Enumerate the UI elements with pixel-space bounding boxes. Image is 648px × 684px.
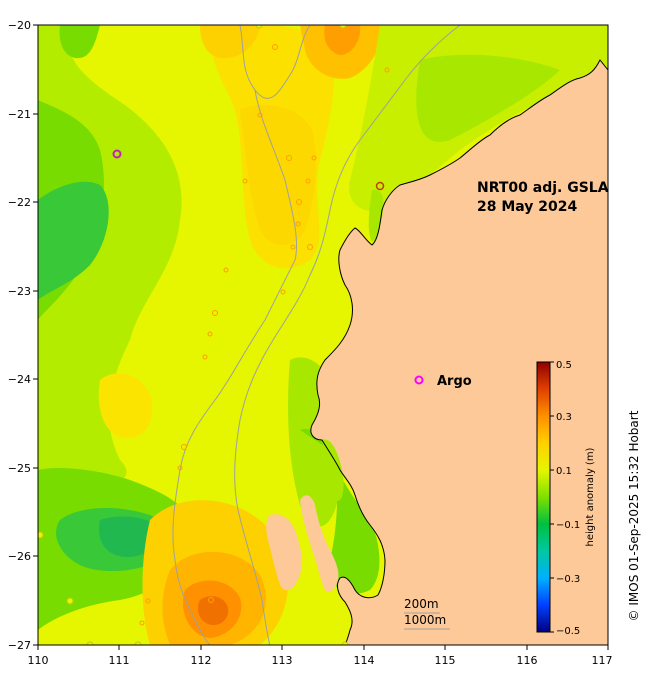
- isobath-1000m: [234, 25, 461, 645]
- x-tick-label: 112: [191, 654, 212, 667]
- colorbar-tick: −0.3: [556, 574, 580, 585]
- argo-float-marker: [375, 181, 385, 191]
- x-tick-label: 113: [272, 654, 293, 667]
- isobath-legend: 200m 1000m: [404, 597, 450, 630]
- anomaly-fields: [38, 25, 608, 645]
- y-tick-label: −22: [8, 196, 31, 209]
- x-tick-label: 110: [28, 654, 49, 667]
- imos-credit: © IMOS 01-Sep-2025 15:32 Hobart: [627, 410, 641, 621]
- y-tick-label: −24: [8, 373, 31, 386]
- x-tick-label: 117: [592, 654, 613, 667]
- x-tick-label: 111: [109, 654, 130, 667]
- colorbar: 0.5 0.3 0.1 −0.1 −0.3 −0.5 height anomal…: [536, 360, 596, 637]
- y-tick-label: −21: [8, 108, 31, 121]
- coastline: [310, 59, 608, 645]
- x-axis-tick-labels: 110 111 112 113 114 115 116 117: [28, 654, 613, 667]
- colorbar-gradient: [536, 361, 551, 633]
- altimeter-obs-dots: [139, 44, 390, 626]
- y-tick-label: −27: [8, 639, 31, 652]
- y-tick-label: −23: [8, 285, 31, 298]
- x-tick-label: 115: [435, 654, 456, 667]
- y-tick-label: −26: [8, 550, 31, 563]
- australia-landmass: [266, 60, 608, 645]
- y-axis-tick-labels: −20 −21 −22 −23 −24 −25 −26 −27: [8, 19, 31, 652]
- argo-float-marker: [112, 149, 122, 159]
- colorbar-tick: 0.3: [556, 412, 572, 423]
- colorbar-tick: −0.5: [556, 626, 580, 637]
- isobath-200m: [172, 25, 311, 645]
- colorbar-tick: −0.1: [556, 520, 580, 531]
- plot-frame: [37, 24, 609, 646]
- map-plot-area: [38, 25, 608, 645]
- colorbar-label: height anomaly (m): [585, 447, 596, 546]
- y-tick-label: −25: [8, 462, 31, 475]
- y-tick-label: −20: [8, 19, 31, 32]
- map-date: 28 May 2024: [477, 199, 578, 215]
- axis-ticks: [33, 24, 609, 650]
- isobath-1000m-label: 1000m: [404, 613, 446, 627]
- x-tick-label: 116: [517, 654, 538, 667]
- argo-legend-marker: [414, 375, 424, 385]
- colorbar-tick: 0.5: [556, 360, 572, 371]
- map-title: NRT00 adj. GSLA: [477, 180, 609, 196]
- colorbar-tick: 0.1: [556, 466, 572, 477]
- isobath-200m-label: 200m: [404, 597, 439, 611]
- argo-floats: [112, 149, 385, 191]
- x-tick-label: 114: [354, 654, 375, 667]
- edge-obs-dots: [38, 25, 349, 645]
- argo-legend-label: Argo: [437, 374, 472, 389]
- argo-legend: Argo: [414, 374, 472, 389]
